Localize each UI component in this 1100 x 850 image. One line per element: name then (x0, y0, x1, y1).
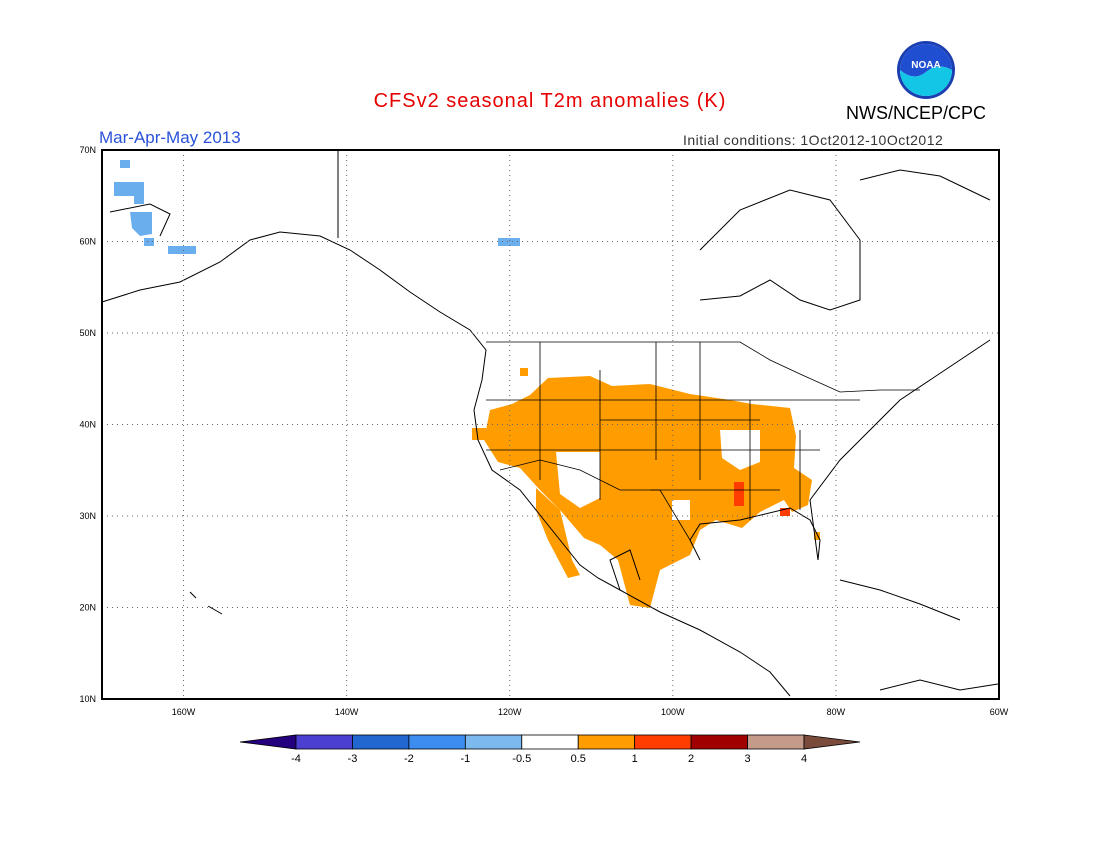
colorbar-swatch (352, 734, 410, 750)
colorbar-label: -1 (460, 753, 470, 765)
lon-tick-label: 160W (172, 707, 196, 717)
cool-anomaly-regions (114, 160, 520, 254)
colorbar-label: 3 (744, 753, 750, 765)
forecast-period: Mar-Apr-May 2013 (99, 128, 241, 147)
colorbar-swatch (577, 734, 636, 750)
lon-tick-label: 140W (335, 707, 359, 717)
lat-tick-label: 10N (79, 694, 96, 704)
colorbar-min-arrow (239, 734, 297, 750)
colorbar-swatch (521, 734, 579, 750)
colorbar-swatch (690, 734, 748, 750)
noaa-logo: NOAA (897, 41, 955, 99)
lat-tick-label: 60N (79, 237, 96, 247)
colorbar-swatch (634, 734, 692, 750)
coastlines (101, 150, 999, 697)
lat-tick-label: 70N (79, 145, 96, 155)
lat-tick-label: 30N (79, 511, 96, 521)
warm-anomaly-regions (472, 368, 820, 608)
org-label: NWS/NCEP/CPC (846, 103, 987, 123)
logo-text: NOAA (911, 60, 940, 71)
colorbar-label: -4 (291, 753, 301, 765)
lon-tick-label: 60W (990, 707, 1009, 717)
colorbar-swatch (295, 734, 353, 750)
lon-tick-label: 120W (498, 707, 522, 717)
colorbar-swatch (408, 734, 466, 750)
colorbar-label: -3 (348, 753, 358, 765)
lon-tick-label: 100W (661, 707, 685, 717)
initial-conditions: Initial conditions: 1Oct2012-10Oct2012 (683, 132, 944, 148)
lat-tick-labels: 70N 60N 50N 40N 30N 20N 10N (79, 145, 96, 704)
colorbar-swatch (464, 734, 523, 750)
colorbar-swatch (747, 734, 805, 750)
lon-tick-label: 80W (827, 707, 846, 717)
lon-tick-labels: 160W 140W 120W 100W 80W 60W (172, 707, 1009, 717)
map-frame (101, 149, 1000, 700)
colorbar-label: -0.5 (512, 753, 531, 765)
chart-title: CFSv2 seasonal T2m anomalies (K) (373, 90, 727, 112)
colorbar-label: 4 (801, 753, 807, 765)
lat-tick-label: 40N (79, 420, 96, 430)
colorbar-label: 0.5 (571, 753, 586, 765)
lat-tick-label: 20N (79, 603, 96, 613)
colorbar-label: 2 (688, 753, 694, 765)
lat-tick-label: 50N (79, 328, 96, 338)
colorbar-label: -2 (404, 753, 414, 765)
colorbar-label: 1 (632, 753, 638, 765)
colorbar-max-arrow (803, 734, 861, 750)
colorbar: -4 -3 -2 -1 -0.5 0.5 1 2 3 4 (239, 734, 861, 765)
